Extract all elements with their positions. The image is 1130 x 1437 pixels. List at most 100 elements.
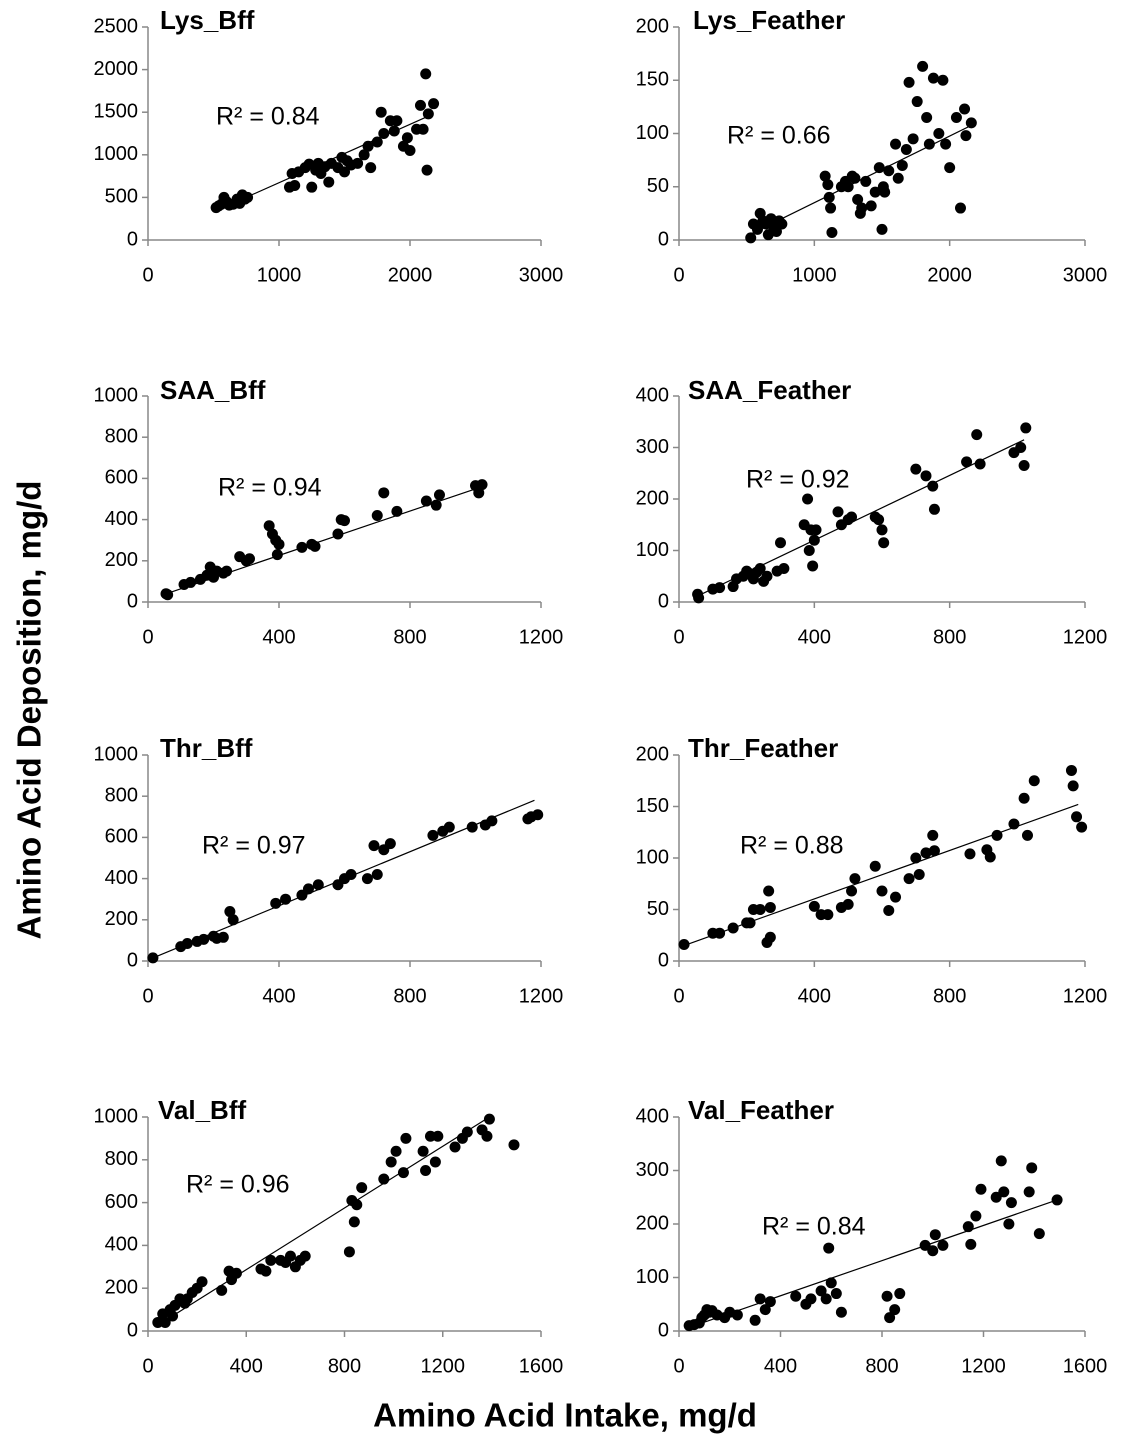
point: [822, 909, 834, 921]
trendline: [152, 799, 535, 959]
point: [971, 429, 983, 441]
panel-title: SAA_Feather: [688, 375, 851, 405]
point: [944, 162, 956, 174]
y-tick-label: 0: [127, 1319, 138, 1341]
point: [822, 179, 834, 191]
x-tick-label: 1200: [1063, 985, 1108, 1007]
point: [230, 1267, 242, 1279]
point: [810, 524, 822, 536]
y-tick-label: 200: [105, 1276, 138, 1298]
point: [937, 1239, 949, 1251]
r-squared: R² = 0.84: [762, 1213, 866, 1241]
point: [1005, 1197, 1017, 1209]
panel-title: Val_Bff: [158, 1095, 246, 1125]
point: [974, 458, 986, 470]
x-tick-label: 400: [764, 1355, 797, 1377]
point: [998, 1186, 1010, 1198]
y-tick-label: 600: [105, 826, 138, 848]
point: [825, 1277, 837, 1289]
x-tick-label: 800: [393, 626, 426, 648]
y-tick-label: 150: [636, 795, 669, 817]
point: [348, 1216, 360, 1228]
point: [913, 868, 925, 880]
x-tick-label: 0: [673, 264, 684, 286]
point: [260, 1265, 272, 1277]
point: [911, 96, 923, 108]
point: [961, 456, 973, 468]
point: [481, 1130, 493, 1142]
x-tick-label: 0: [673, 985, 684, 1007]
y-tick-label: 100: [636, 539, 669, 561]
y-tick-label: 500: [105, 186, 138, 208]
point: [825, 202, 837, 214]
point: [876, 885, 888, 897]
y-tick-label: 200: [105, 908, 138, 930]
point: [365, 162, 377, 174]
point: [869, 186, 881, 198]
point: [960, 130, 972, 142]
point: [763, 885, 775, 897]
point: [881, 1290, 893, 1302]
trendline: [683, 803, 1079, 947]
x-tick-label: 400: [262, 626, 295, 648]
point: [378, 487, 390, 499]
x-tick-label: 0: [673, 626, 684, 648]
point: [1018, 792, 1030, 804]
point: [878, 537, 890, 549]
point: [764, 931, 776, 943]
point: [420, 495, 432, 507]
point: [299, 1250, 311, 1262]
point: [433, 489, 445, 501]
y-tick-label: 100: [636, 846, 669, 868]
point: [1026, 1162, 1038, 1174]
panel-title: Thr_Feather: [688, 733, 838, 763]
point: [776, 218, 788, 230]
point: [802, 493, 814, 505]
point: [745, 232, 757, 244]
y-tick-label: 300: [636, 1159, 669, 1181]
point: [965, 1238, 977, 1250]
point: [830, 1288, 842, 1300]
point: [894, 1288, 906, 1300]
point: [835, 1306, 847, 1318]
y-tick-label: 1500: [94, 100, 139, 122]
point: [428, 98, 440, 110]
y-tick-label: 400: [636, 384, 669, 406]
point: [819, 170, 831, 182]
y-tick-label: 300: [636, 436, 669, 458]
point: [790, 1290, 802, 1302]
point: [852, 194, 864, 206]
point: [933, 128, 945, 139]
trendline: [686, 1199, 1058, 1329]
point: [371, 868, 383, 880]
x-tick-label: 0: [673, 1355, 684, 1377]
point: [865, 200, 877, 212]
panel-title: Thr_Bff: [160, 733, 253, 763]
point: [823, 1242, 835, 1254]
point: [532, 809, 544, 821]
point: [749, 1314, 761, 1326]
x-tick-label: 800: [865, 1355, 898, 1377]
trendline: [695, 439, 1025, 598]
r-squared: R² = 0.92: [746, 466, 850, 494]
point: [678, 939, 690, 951]
point: [198, 933, 210, 945]
point: [508, 1139, 520, 1151]
y-tick-label: 1000: [94, 384, 139, 406]
point: [1020, 422, 1032, 434]
point: [937, 74, 949, 86]
point: [216, 1284, 228, 1296]
point: [890, 138, 902, 150]
y-tick-label: 600: [105, 1191, 138, 1213]
y-tick-label: 100: [636, 1266, 669, 1288]
x-tick-label: 0: [142, 1355, 153, 1377]
panel-title: SAA_Bff: [160, 375, 266, 405]
point: [920, 470, 932, 482]
point: [927, 72, 939, 84]
y-tick-label: 1000: [94, 1105, 139, 1127]
y-tick-label: 800: [105, 784, 138, 806]
point: [873, 514, 885, 526]
point: [224, 906, 236, 918]
x-tick-label: 1200: [1063, 626, 1108, 648]
point: [890, 891, 902, 903]
